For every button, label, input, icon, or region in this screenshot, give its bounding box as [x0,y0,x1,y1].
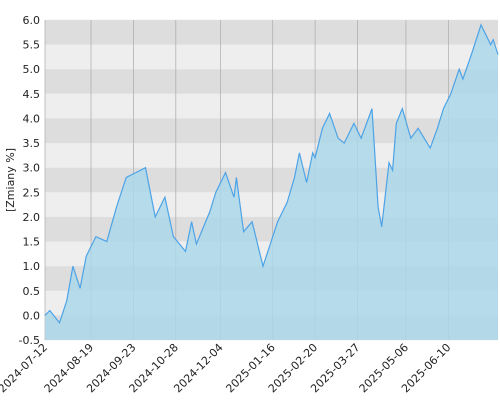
background-band [45,44,498,70]
y-tick-label: 4.0 [23,112,41,125]
area [45,24,498,341]
y-tick-label: 1.5 [23,236,41,249]
y-tick-label: -0.5 [19,334,40,347]
line [44,23,499,325]
y-tick-label: 1.0 [23,260,41,273]
y-tick-label: 5.0 [23,63,41,76]
background-band [45,118,498,144]
y-tick-label: 3.5 [23,137,41,150]
background-band [45,93,498,119]
y-tick-label: 0.0 [23,309,41,322]
y-tick-label: 2.0 [23,211,41,224]
y-axis-label: [Zmiany %] [4,148,17,212]
y-tick-label: 2.5 [23,186,41,199]
y-tick-label: 5.5 [23,39,41,52]
y-tick-label: 6.0 [23,14,41,27]
background-band [45,20,498,45]
y-tick-label: 3.0 [23,162,41,175]
y-tick-label: 0.5 [23,285,41,298]
y-tick-label: 4.5 [23,88,41,101]
background-band [45,69,498,94]
